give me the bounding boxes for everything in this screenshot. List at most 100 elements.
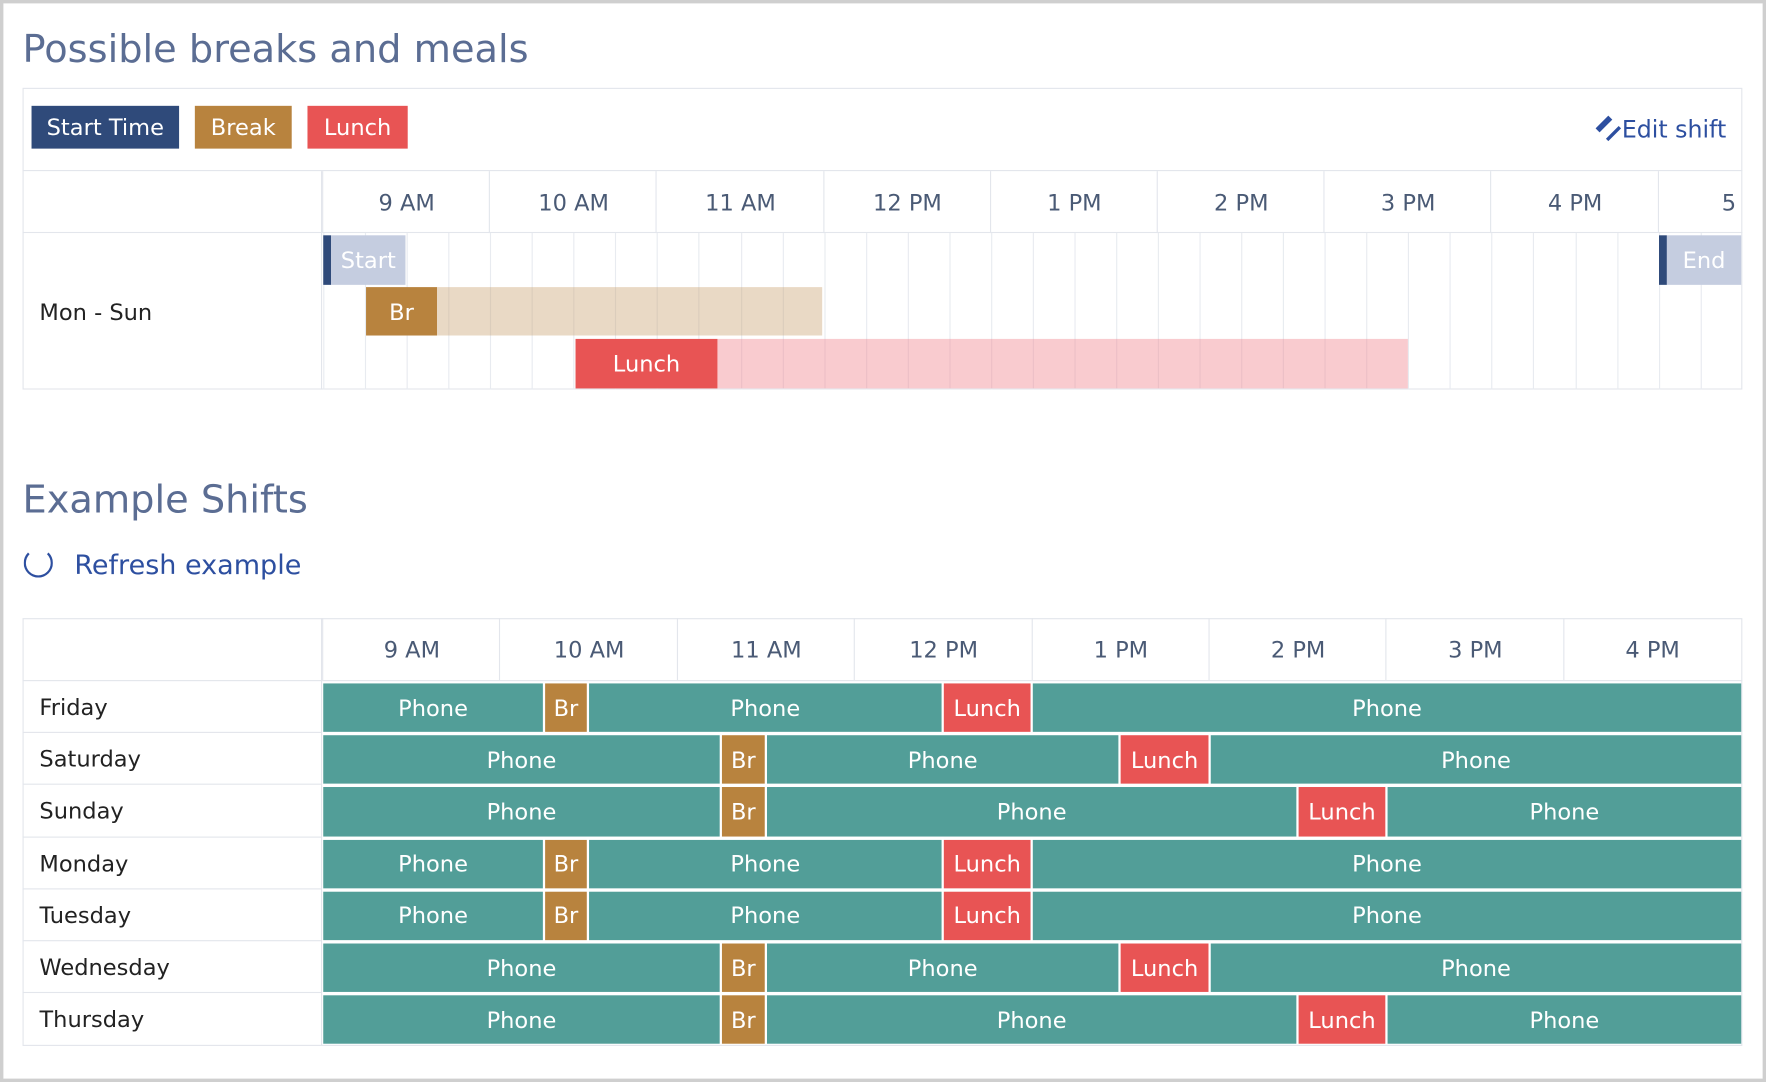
grid-line bbox=[573, 233, 575, 390]
shift-segment: Phone bbox=[1032, 839, 1742, 889]
grid-line bbox=[1575, 233, 1577, 390]
label-col-divider bbox=[320, 618, 323, 1046]
grid-line bbox=[1199, 233, 1201, 390]
hour-label: 1 PM bbox=[1047, 188, 1102, 216]
shift-segment: Phone bbox=[323, 683, 543, 733]
grid-line bbox=[1533, 233, 1535, 390]
grid-line bbox=[364, 233, 367, 390]
grid-line bbox=[1324, 233, 1326, 390]
panel bbox=[22, 87, 1743, 390]
start-edge bbox=[323, 235, 332, 285]
hour-divider bbox=[989, 171, 991, 234]
hour-label: 2 PM bbox=[1214, 188, 1269, 216]
shift-segment: Phone bbox=[766, 735, 1119, 785]
shift-segment: Phone bbox=[1210, 735, 1742, 785]
grid-line bbox=[823, 233, 826, 390]
hour-label: 11 AM bbox=[731, 635, 802, 663]
shift-segment: Phone bbox=[589, 891, 942, 941]
row-divider bbox=[22, 836, 321, 838]
start-bar: Start bbox=[331, 235, 406, 285]
day-label: Sunday bbox=[39, 797, 124, 825]
grid-line bbox=[657, 233, 659, 390]
hour-label: 3 PM bbox=[1448, 635, 1503, 663]
grid-line bbox=[990, 233, 993, 390]
hour-divider bbox=[1657, 171, 1659, 234]
hour-label: 9 AM bbox=[383, 635, 441, 663]
shift-segment: Br bbox=[721, 787, 765, 837]
day-label: Friday bbox=[39, 693, 108, 721]
shift-segment: Phone bbox=[323, 995, 720, 1045]
shift-segment: Phone bbox=[323, 735, 720, 785]
grid-line bbox=[323, 233, 325, 390]
break-bar: Br bbox=[366, 287, 437, 336]
grid-line bbox=[1491, 233, 1493, 390]
row-divider bbox=[22, 784, 321, 786]
grid-line bbox=[740, 233, 742, 390]
grid-line bbox=[1658, 233, 1660, 390]
hour-divider bbox=[676, 618, 678, 681]
hour-label: 2 PM bbox=[1270, 635, 1326, 663]
hour-divider bbox=[1385, 618, 1387, 681]
legend-chip: Break bbox=[194, 105, 292, 149]
hour-divider bbox=[1562, 618, 1564, 681]
panel bbox=[22, 618, 1743, 1046]
shift-segment: Lunch bbox=[1120, 943, 1209, 993]
hour-label: 10 AM bbox=[538, 188, 609, 216]
refresh-link[interactable]: Refresh example bbox=[74, 549, 302, 581]
legend-chip: Start Time bbox=[31, 105, 180, 149]
shift-segment: Phone bbox=[1032, 891, 1742, 941]
shift-segment: Lunch bbox=[1298, 787, 1386, 837]
grid-line bbox=[615, 233, 617, 390]
shift-segment: Phone bbox=[1032, 683, 1742, 733]
row-divider bbox=[22, 992, 321, 994]
edit-shift-link[interactable]: Edit shift bbox=[1621, 115, 1727, 143]
grid-line bbox=[907, 233, 909, 390]
section-title: Possible breaks and meals bbox=[22, 27, 529, 73]
grid-line bbox=[865, 233, 867, 390]
grid-line bbox=[1116, 233, 1118, 390]
day-label: Tuesday bbox=[39, 901, 132, 929]
shift-segment: Lunch bbox=[1298, 995, 1386, 1045]
grid-line bbox=[448, 233, 450, 390]
hour-label: 4 PM bbox=[1625, 635, 1680, 663]
grid-line bbox=[1282, 233, 1285, 390]
end-edge bbox=[1659, 235, 1667, 285]
hour-label: 11 AM bbox=[705, 188, 776, 216]
hour-divider bbox=[853, 618, 855, 681]
hour-label: 5 PM bbox=[1721, 188, 1741, 216]
hour-divider bbox=[1323, 171, 1325, 234]
refresh-icon[interactable] bbox=[23, 548, 53, 578]
break-window bbox=[436, 287, 823, 336]
header-divider bbox=[22, 680, 1743, 682]
hour-label: 1 PM bbox=[1093, 635, 1149, 663]
shift-segment: Phone bbox=[323, 839, 543, 889]
grid-line bbox=[531, 233, 534, 390]
shift-segment: Br bbox=[721, 735, 765, 785]
hour-divider bbox=[322, 618, 324, 681]
shift-segment: Phone bbox=[1387, 995, 1742, 1045]
grid-line bbox=[1700, 233, 1702, 390]
shift-segment: Phone bbox=[766, 995, 1297, 1045]
lunch-window bbox=[717, 338, 1408, 389]
day-label: Thursday bbox=[39, 1005, 145, 1033]
shift-segment: Br bbox=[545, 683, 587, 733]
shift-segment: Br bbox=[721, 995, 765, 1045]
hour-divider bbox=[1156, 171, 1158, 234]
grid-line bbox=[1616, 233, 1618, 390]
shift-segment: Br bbox=[545, 891, 587, 941]
end-bar: End bbox=[1666, 235, 1742, 285]
hour-divider bbox=[1490, 171, 1492, 234]
grid-line bbox=[1032, 233, 1034, 390]
shift-segment: Phone bbox=[323, 943, 720, 993]
row-divider bbox=[22, 732, 321, 734]
day-label: Saturday bbox=[39, 745, 141, 773]
grid-line bbox=[698, 233, 700, 390]
hour-divider bbox=[322, 171, 324, 234]
hour-divider bbox=[1031, 618, 1033, 681]
hour-label: 12 PM bbox=[909, 635, 979, 663]
shift-segment: Phone bbox=[323, 787, 720, 837]
shift-segment: Br bbox=[545, 839, 587, 889]
shift-segment: Lunch bbox=[943, 891, 1031, 941]
